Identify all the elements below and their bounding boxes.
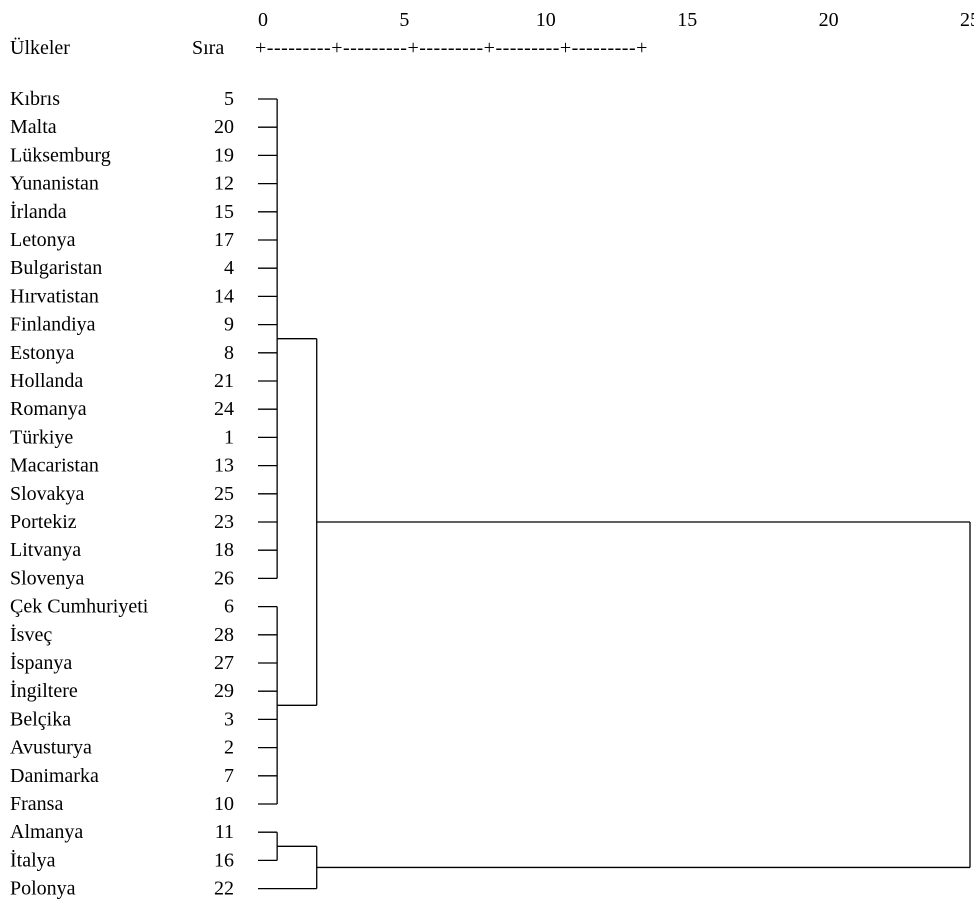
leaf-order-label: 1 <box>224 426 234 448</box>
leaf-order-label: 22 <box>214 878 234 900</box>
leaf-order-label: 2 <box>224 737 234 759</box>
dendrogram-links <box>258 98 971 890</box>
leaf-order-label: 19 <box>214 144 234 166</box>
x-tick-label: 25 <box>960 9 974 31</box>
leaf-order-label: 3 <box>224 708 234 730</box>
leaf-country-label: Yunanistan <box>10 173 99 195</box>
x-tick-label: 15 <box>677 9 697 31</box>
leaf-country-label: İspanya <box>10 651 72 674</box>
leaf-country-label: Hırvatistan <box>10 285 99 307</box>
leaf-country-label: İtalya <box>10 848 56 871</box>
leaf-country-label: Slovakya <box>10 483 85 505</box>
leaf-country-label: Litvanya <box>10 539 81 561</box>
leaf-country-label: Portekiz <box>10 511 77 533</box>
leaf-order-label: 14 <box>214 285 234 307</box>
leaf-order-label: 6 <box>224 596 234 618</box>
leaf-country-label: Letonya <box>10 229 76 251</box>
leaf-order-label: 20 <box>214 116 234 138</box>
leaf-order-label: 8 <box>224 342 234 364</box>
order-column-header: Sıra <box>192 37 224 59</box>
leaf-order-label: 9 <box>224 314 234 336</box>
leaf-order-label: 13 <box>214 455 234 477</box>
leaf-order-label: 4 <box>224 257 234 279</box>
leaf-country-label: Avusturya <box>10 737 92 759</box>
country-column-header: Ülkeler <box>10 36 70 59</box>
leaf-order-label: 16 <box>214 849 234 871</box>
leaf-country-label: Fransa <box>10 793 63 815</box>
leaf-country-label: Belçika <box>10 708 71 730</box>
leaf-order-label: 11 <box>215 821 234 843</box>
leaf-order-label: 27 <box>214 652 234 674</box>
leaf-country-label: Almanya <box>10 821 83 843</box>
leaf-order-label: 29 <box>214 680 234 702</box>
leaf-order-label: 7 <box>224 765 234 787</box>
leaf-country-label: Finlandiya <box>10 314 96 336</box>
leaf-country-label: Danimarka <box>10 765 99 787</box>
leaf-country-label: İrlanda <box>10 200 67 223</box>
leaf-country-label: Lüksemburg <box>10 144 111 166</box>
leaf-country-label: Macaristan <box>10 455 99 477</box>
leaf-order-label: 25 <box>214 483 234 505</box>
leaf-country-label: Türkiye <box>10 426 73 448</box>
leaf-country-label: Bulgaristan <box>10 257 102 279</box>
x-axis-ticks: 0 5 10 15 20 25 <box>258 9 974 31</box>
leaf-country-label: İsveç <box>10 623 52 646</box>
leaf-country-label: Çek Cumhuriyeti <box>10 596 149 618</box>
x-axis-ruler: +---------+---------+---------+---------… <box>255 37 648 59</box>
leaf-country-label: Malta <box>10 116 57 138</box>
leaf-order-label: 12 <box>214 173 234 195</box>
x-tick-label: 5 <box>399 9 409 31</box>
leaf-country-label: Estonya <box>10 342 75 364</box>
leaf-country-label: İngiltere <box>10 679 78 702</box>
leaf-country-label: Romanya <box>10 398 87 420</box>
leaf-order-label: 15 <box>214 201 234 223</box>
leaf-order-label: 18 <box>214 539 234 561</box>
leaf-country-label: Polonya <box>10 878 76 900</box>
leaf-order-label: 28 <box>214 624 234 646</box>
leaf-order-label: 17 <box>214 229 234 251</box>
leaf-order-label: 23 <box>214 511 234 533</box>
leaf-order-label: 21 <box>214 370 234 392</box>
leaf-country-label: Slovenya <box>10 567 85 589</box>
leaf-order-label: 10 <box>214 793 234 815</box>
x-tick-label: 10 <box>536 9 556 31</box>
leaf-country-label: Hollanda <box>10 370 83 392</box>
x-tick-label: 0 <box>258 9 268 31</box>
x-tick-label: 20 <box>819 9 839 31</box>
leaf-order-label: 5 <box>224 88 234 110</box>
leaf-order-label: 26 <box>214 567 234 589</box>
leaf-country-label: Kıbrıs <box>10 88 60 110</box>
leaf-order-label: 24 <box>214 398 234 420</box>
